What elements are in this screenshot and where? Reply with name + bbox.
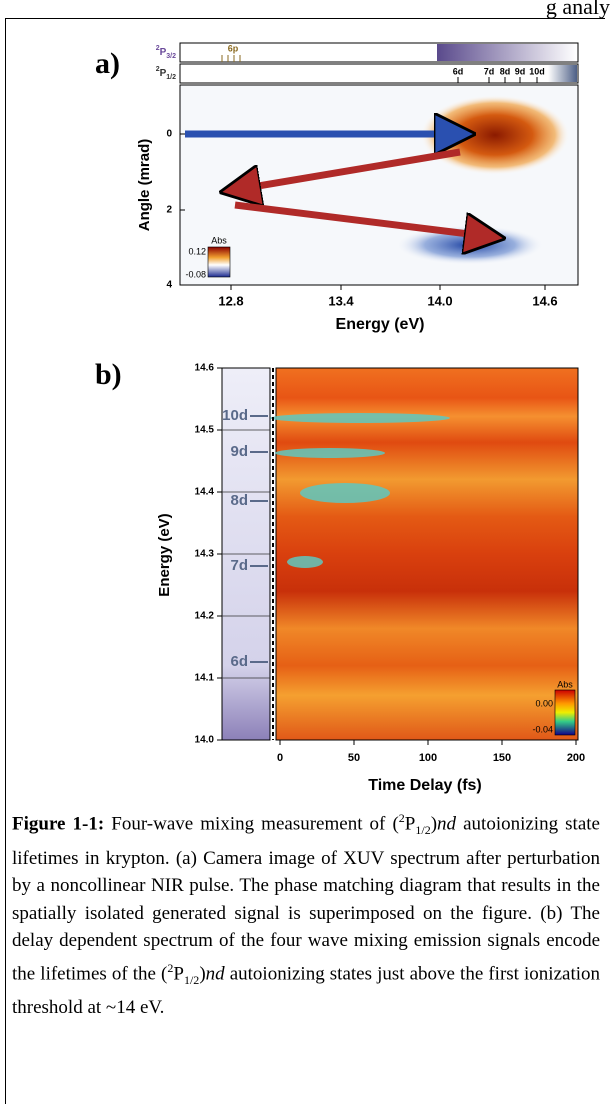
y-tick-label: 2 [166, 205, 172, 216]
caption-text: 1/2 [183, 972, 200, 987]
caption-text: nd [205, 962, 225, 984]
level-bar [179, 63, 579, 84]
header-fragment: g analy [545, 0, 610, 19]
figure: a) Angle (mrad) Energy (eV) Abs 0.12 -0.… [95, 42, 585, 794]
state-label: 6p [228, 43, 239, 53]
signal-features [270, 413, 450, 568]
y-axis-label: Angle (mrad) [136, 139, 153, 232]
level-label: 2P1/2 [156, 66, 176, 81]
y-tick-label: 14.6 [195, 363, 215, 374]
y-tick-label: 14.4 [195, 487, 215, 498]
state-label: 6d [230, 653, 248, 670]
spectrogram [275, 367, 579, 741]
caption: Figure 1-1: Four-wave mixing measurement… [12, 805, 600, 1022]
x-tick-label: 0 [277, 752, 283, 764]
state-label: 10d [529, 66, 545, 76]
x-tick-label: 200 [567, 752, 585, 764]
y-axis-label: Energy (eV) [156, 513, 173, 596]
image-features [185, 95, 570, 278]
y-tick-label: 0 [166, 129, 172, 140]
continuum [548, 65, 577, 82]
caption-text: Four-wave mixing measurement of ( [104, 813, 399, 835]
x-tick-label: 12.8 [218, 293, 243, 308]
colorbar-tick: 0.12 [188, 246, 206, 256]
colorbar-tick: 0.00 [535, 698, 553, 708]
caption-text: P [173, 962, 184, 984]
caption-text: 2 [398, 811, 405, 825]
level-label: 2P3/2 [156, 45, 176, 60]
level-sub: 1/2 [166, 74, 176, 81]
y-tick-label: 14.5 [195, 425, 215, 436]
caption-text: 1/2 [415, 823, 431, 838]
state-label: 6d [453, 66, 464, 76]
state-label: 7d [484, 66, 495, 76]
colorbar-title: Abs [557, 679, 573, 689]
x-tick-label: 14.0 [427, 293, 452, 308]
colorbar-tick: -0.08 [185, 269, 206, 279]
x-axis-label: Time Delay (fs) [368, 777, 482, 794]
y-tick-label: 14.0 [195, 735, 215, 746]
level-sup: 2 [156, 66, 160, 73]
y-tick-label: 14.1 [195, 673, 215, 684]
colorbar-tick: -0.04 [532, 724, 553, 734]
caption-text: ) [199, 962, 206, 984]
level-sup: 2 [156, 45, 160, 52]
figure-frame [5, 18, 605, 1104]
continuum [437, 44, 577, 61]
state-label: 10d [222, 407, 248, 424]
x-tick-label: 150 [493, 752, 511, 764]
state-label: 8d [230, 492, 248, 509]
panel-label: b) [95, 358, 122, 391]
y-tick-label: 14.3 [195, 549, 215, 560]
state-label: 7d [230, 557, 248, 574]
caption-text: nd [437, 813, 457, 835]
caption-text: 2 [167, 960, 174, 975]
x-axis-label: Energy (eV) [336, 316, 425, 333]
y-tick-label: 4 [166, 280, 172, 291]
state-label: 9d [230, 443, 248, 460]
x-tick-label: 13.4 [328, 293, 354, 308]
level-base: P [160, 47, 167, 58]
level-base: P [160, 68, 167, 79]
state-label: 8d [500, 66, 511, 76]
panel-label: a) [95, 47, 120, 80]
caption-text: P [404, 813, 416, 835]
x-tick-label: 100 [419, 752, 437, 764]
colorbar-title: Abs [211, 235, 227, 245]
state-label: 9d [515, 66, 526, 76]
caption-label: Figure 1-1: [12, 813, 105, 835]
x-tick-label: 14.6 [532, 293, 557, 308]
caption-text: ) [430, 813, 438, 835]
x-tick-label: 50 [348, 752, 360, 764]
caption-text: autoionizing states just above the first… [12, 962, 601, 1019]
colorbar [554, 689, 576, 736]
y-tick-label: 14.2 [195, 611, 215, 622]
level-sub: 3/2 [166, 53, 176, 60]
caption-text: autoionizing state lifetimes in krypton.… [12, 813, 600, 984]
